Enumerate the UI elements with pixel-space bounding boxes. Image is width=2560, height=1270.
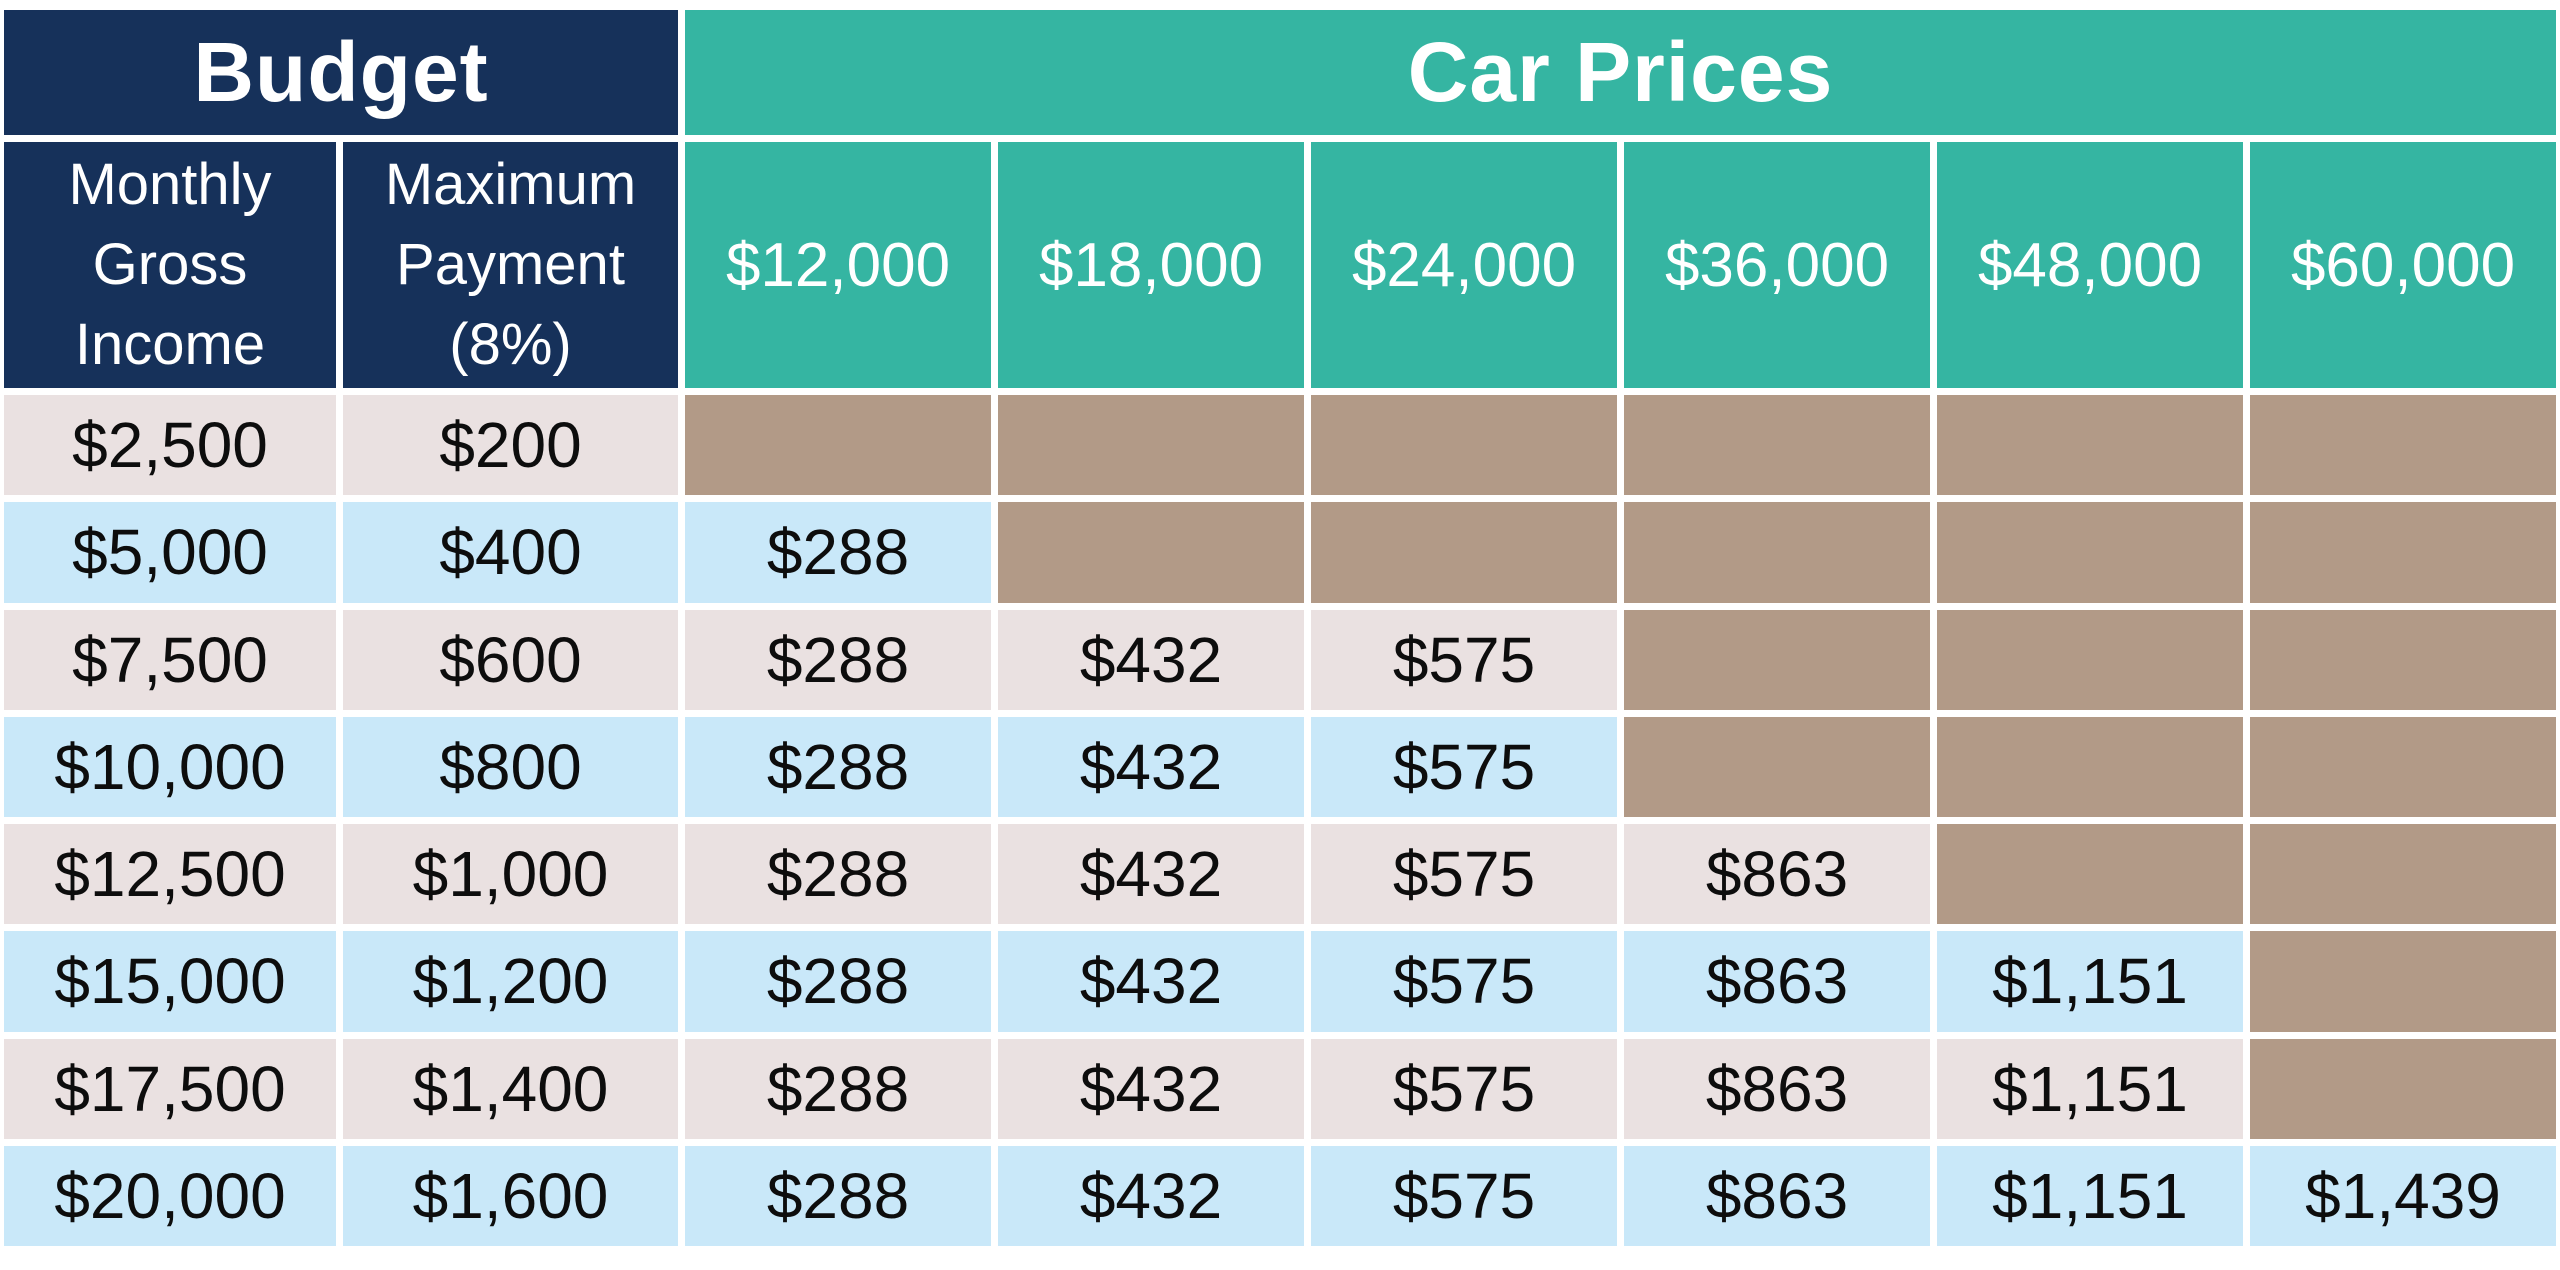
payment-cell: [1937, 395, 2243, 496]
payment-cell: $288: [685, 1038, 991, 1139]
payment-cell: $863: [1624, 824, 1930, 925]
payment-cell: [1937, 716, 2243, 817]
payment-cell: $288: [685, 609, 991, 710]
payment-cell: $432: [998, 931, 1304, 1032]
payment-cell: $863: [1624, 1145, 1930, 1246]
payment-cell: [1311, 502, 1617, 603]
max-payment-cell: $600: [343, 609, 678, 710]
payment-cell: $288: [685, 824, 991, 925]
payment-cell: $432: [998, 1038, 1304, 1139]
payment-cell: $288: [685, 502, 991, 603]
payment-cell: $432: [998, 716, 1304, 817]
payment-cell: $288: [685, 931, 991, 1032]
payment-cell: [1937, 824, 2243, 925]
payment-cell: $575: [1311, 931, 1617, 1032]
payment-cell: [1311, 395, 1617, 496]
column-header-price-48000: $48,000: [1937, 142, 2243, 388]
payment-cell: [2250, 824, 2556, 925]
payment-cell: [998, 502, 1304, 603]
payment-cell: $575: [1311, 824, 1617, 925]
payment-cell: $575: [1311, 1038, 1617, 1139]
payment-cell: $575: [1311, 609, 1617, 710]
max-payment-cell: $1,400: [343, 1038, 678, 1139]
budget-section-header: Budget: [4, 10, 678, 135]
income-cell: $10,000: [4, 716, 336, 817]
payment-cell: [2250, 716, 2556, 817]
income-cell: $12,500: [4, 824, 336, 925]
payment-cell: $575: [1311, 716, 1617, 817]
payment-cell: $1,151: [1937, 1038, 2243, 1139]
income-cell: $20,000: [4, 1145, 336, 1246]
payment-cell: $1,151: [1937, 931, 2243, 1032]
column-header-price-36000: $36,000: [1624, 142, 1930, 388]
payment-cell: [2250, 609, 2556, 710]
income-cell: $17,500: [4, 1038, 336, 1139]
payment-cell: $432: [998, 824, 1304, 925]
max-payment-cell: $1,600: [343, 1145, 678, 1246]
income-cell: $7,500: [4, 609, 336, 710]
payment-cell: [685, 395, 991, 496]
payment-cell: $1,439: [2250, 1145, 2556, 1246]
payment-cell: [2250, 1038, 2556, 1139]
payment-cell: [2250, 931, 2556, 1032]
income-cell: $15,000: [4, 931, 336, 1032]
column-header-price-18000: $18,000: [998, 142, 1304, 388]
payment-cell: $1,151: [1937, 1145, 2243, 1246]
column-header-monthly-gross-income: Monthly Gross Income: [4, 142, 336, 388]
max-payment-cell: $200: [343, 395, 678, 496]
max-payment-cell: $400: [343, 502, 678, 603]
payment-cell: [1624, 395, 1930, 496]
car-prices-section-header: Car Prices: [685, 10, 2556, 135]
payment-cell: [2250, 502, 2556, 603]
max-payment-cell: $800: [343, 716, 678, 817]
payment-cell: [2250, 395, 2556, 496]
payment-cell: $863: [1624, 1038, 1930, 1139]
max-payment-cell: $1,000: [343, 824, 678, 925]
payment-cell: $288: [685, 1145, 991, 1246]
payment-cell: [998, 395, 1304, 496]
income-cell: $2,500: [4, 395, 336, 496]
max-payment-cell: $1,200: [343, 931, 678, 1032]
column-header-price-12000: $12,000: [685, 142, 991, 388]
payment-cell: [1937, 609, 2243, 710]
payment-cell: [1624, 716, 1930, 817]
payment-cell: [1624, 609, 1930, 710]
payment-cell: $432: [998, 609, 1304, 710]
payment-cell: [1937, 502, 2243, 603]
column-header-price-60000: $60,000: [2250, 142, 2556, 388]
payment-cell: $575: [1311, 1145, 1617, 1246]
payment-cell: $288: [685, 716, 991, 817]
payment-cell: $432: [998, 1145, 1304, 1246]
payment-cell: [1624, 502, 1930, 603]
column-header-maximum-payment: Maximum Payment (8%): [343, 142, 678, 388]
payment-cell: $863: [1624, 931, 1930, 1032]
column-header-price-24000: $24,000: [1311, 142, 1617, 388]
income-cell: $5,000: [4, 502, 336, 603]
